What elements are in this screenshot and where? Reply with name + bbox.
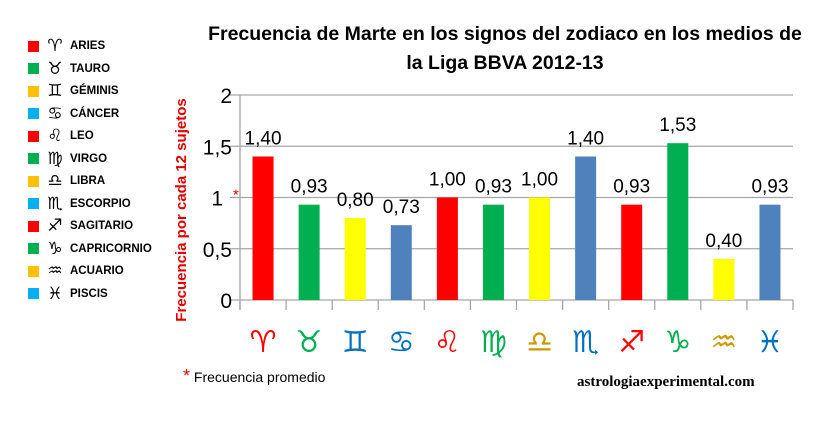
legend-item: ♐︎ SAGITARIO [28,216,133,236]
legend-label: ESCORPIO [70,197,131,210]
zodiac-sagitario-icon: ♐︎ [618,325,645,360]
data-label: 1,00 [429,170,466,191]
zodiac-piscis-icon: ♓︎ [757,325,784,360]
data-label: 0,80 [337,190,374,211]
bar-piscis [759,204,781,300]
legend-label: CÁNCER [70,107,120,120]
bar-tauro [298,204,320,300]
legend-label: SAGITARIO [70,220,134,232]
zodiac-acuario-icon: ♒︎ [710,325,737,360]
legend-item: ♑︎ CAPRICORNIO [28,239,152,259]
legend-label: ACUARIO [70,265,124,277]
zodiac-tauro-icon: ♉︎ [296,325,323,360]
zodiac-virgo-icon: ♍︎ [480,325,507,360]
chart-title: Frecuencia de Marte en los signos del zo… [208,23,802,74]
legend-swatch [28,108,39,119]
legend-swatch [28,220,39,232]
legend-item: ♈︎ ARIES [28,36,105,56]
legend-swatch [28,288,39,299]
data-label: 0,93 [613,177,650,198]
legend-label: TAURO [70,62,111,75]
legend-item: ♒︎ ACUARIO [28,261,124,281]
legend-swatch [28,63,39,74]
legend-item: ♌︎ LEO [28,126,94,146]
legend-label: LIBRA [70,175,106,187]
legend-label: CAPRICORNIO [70,242,152,255]
legend-swatch [28,265,39,277]
legend-item: ♉︎ TAURO [28,59,110,79]
data-label: 1,40 [245,129,282,150]
legend-swatch [28,130,39,142]
data-label: 0,93 [291,177,328,198]
legend-swatch [28,85,39,97]
site-credit: astrologiaexperimental.com [577,374,755,390]
footnote-marker: * [183,366,191,386]
zodiac-symbol-icon: ♋︎ [47,103,63,124]
bar-virgo [482,204,504,300]
data-label: 0,73 [383,197,420,218]
bar-escorpio [575,156,597,300]
zodiac-symbol-icon: ♒︎ [47,261,63,281]
bar-libra [529,197,551,300]
zodiac-libra-icon: ♎︎ [526,325,553,360]
bar-aries [252,156,274,300]
legend-swatch [28,153,39,164]
data-label: 1,40 [567,129,604,150]
legend-swatch [28,175,39,187]
y-tick-label: 2 [220,85,232,108]
legend-swatch [28,198,39,209]
zodiac-géminis-icon: ♊︎ [342,325,369,360]
zodiac-symbol-icon: ♌︎ [47,126,63,146]
legend-label: GÉMINIS [70,85,119,97]
data-label: 0,40 [705,231,742,252]
legend-swatch [28,40,39,52]
bar-géminis [344,218,366,300]
legend-item: ♍︎ VIRGO [28,149,107,169]
legend-item: ♊︎ GÉMINIS [28,81,119,101]
zodiac-symbol-icon: ♏︎ [47,193,63,214]
zodiac-escorpio-icon: ♏︎ [572,325,599,360]
y-tick-label: 1 [211,188,223,211]
zodiac-symbol-icon: ♉︎ [47,58,63,79]
data-label: 1,53 [659,115,696,136]
zodiac-symbol-icon: ♍︎ [47,148,63,169]
y-axis-label: Frecuencia por cada 12 sujetos [173,98,190,321]
zodiac-symbol-icon: ♐︎ [47,216,63,236]
bar-leo [436,197,458,300]
legend-item: ♏︎ ESCORPIO [28,194,131,214]
zodiac-symbol-icon: ♎︎ [47,171,63,191]
y-tick-label: 0 [220,290,232,313]
legend-label: VIRGO [70,152,108,165]
data-label: 1,00 [521,170,558,191]
zodiac-leo-icon: ♌︎ [434,325,461,360]
zodiac-symbol-icon: ♑︎ [47,238,63,259]
footnote-text: Frecuencia promedio [193,369,326,385]
zodiac-symbol-icon: ♊︎ [47,81,63,101]
legend-item: ♓︎ PISCIS [28,284,108,304]
legend-item: ♎︎ LIBRA [28,171,105,191]
zodiac-symbol-icon: ♓︎ [47,283,63,304]
legend-swatch [28,243,39,254]
data-label: 0,93 [751,177,788,198]
y-tick-marker: * [233,187,239,204]
legend-label: PISCIS [70,287,108,300]
zodiac-aries-icon: ♈︎ [250,325,277,360]
bar-sagitario [621,204,643,300]
y-tick-label: 0,5 [203,239,232,262]
bar-acuario [713,259,735,300]
zodiac-cáncer-icon: ♋︎ [388,325,415,360]
zodiac-symbol-icon: ♈︎ [47,36,63,56]
footnote: * Frecuencia promedio [183,366,325,387]
legend-label: ARIES [70,40,106,52]
legend-item: ♋︎ CÁNCER [28,104,119,124]
bar-capricornio [667,143,689,300]
y-tick-label: 1,5 [203,136,232,159]
data-label: 0,93 [475,177,512,198]
legend-label: LEO [70,130,94,142]
zodiac-capricornio-icon: ♑︎ [664,325,691,360]
bar-cáncer [390,225,412,300]
